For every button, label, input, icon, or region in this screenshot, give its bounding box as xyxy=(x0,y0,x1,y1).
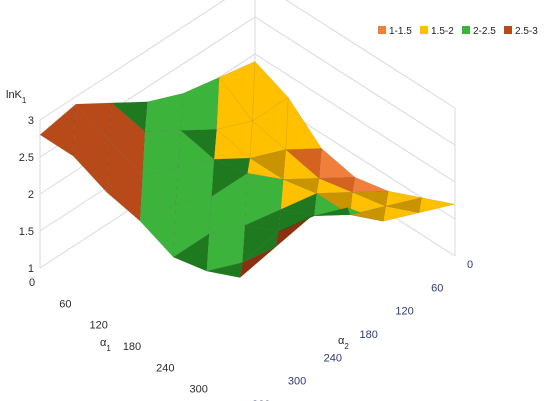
surface-facet xyxy=(239,246,276,279)
legend-label: 1-1.5 xyxy=(389,26,412,37)
legend-label: 2.5-3 xyxy=(515,26,538,37)
alpha2-tick-label: 360 xyxy=(252,399,270,401)
surface-facet xyxy=(352,190,389,207)
surface-facet xyxy=(218,61,256,122)
alpha1-axis-title: α1 xyxy=(100,337,111,353)
surface-facet xyxy=(108,102,146,141)
surface-facet xyxy=(144,101,182,132)
z-tick-label: 1 xyxy=(28,263,34,275)
alpha2-tick-label: 60 xyxy=(431,282,443,294)
surface-facet xyxy=(352,176,389,193)
alpha1-tick-label: 240 xyxy=(156,362,174,374)
surface-facet xyxy=(249,149,287,180)
z-gridline xyxy=(39,0,456,121)
alpha1-tick-label: 300 xyxy=(189,384,207,396)
legend-swatch xyxy=(378,26,386,34)
surface-facet xyxy=(418,197,456,214)
alpha2-tick-label: 180 xyxy=(360,329,378,341)
z-axis-title: lnK1 xyxy=(6,89,27,105)
surface-facet xyxy=(383,205,420,222)
surface-mesh xyxy=(39,60,456,279)
alpha1-tick-label: 0 xyxy=(29,277,35,289)
chart-legend: 1-1.5 1.5-2 2-2.5 2.5-3 xyxy=(378,26,538,37)
surface-facet xyxy=(106,139,143,193)
alpha2-tick-label: 0 xyxy=(467,259,473,271)
alpha1-tick-label: 60 xyxy=(59,298,71,310)
surface-facet xyxy=(39,103,77,157)
alpha1-tick-label: 180 xyxy=(123,341,141,353)
surface-facet xyxy=(142,131,179,177)
surface-facet xyxy=(177,158,215,198)
surface-facet xyxy=(318,147,356,179)
z-tick-label: 1.5 xyxy=(19,226,34,238)
alpha2-axis-title: α2 xyxy=(338,335,349,351)
z-tick-label: 2.5 xyxy=(19,152,34,164)
alpha2-tick-label: 300 xyxy=(288,376,306,388)
legend-label: 2-2.5 xyxy=(473,26,496,37)
surface-facet xyxy=(139,175,177,222)
surface-facet xyxy=(206,262,243,278)
legend-label: 1.5-2 xyxy=(431,26,454,37)
legend-swatch xyxy=(504,26,512,34)
surface-facet xyxy=(252,97,289,151)
surface-facet xyxy=(106,175,143,222)
z-tick-label: 2 xyxy=(28,189,34,201)
alpha1-tick-label: 120 xyxy=(89,320,107,332)
legend-swatch xyxy=(420,26,428,34)
alpha2-tick-label: 120 xyxy=(395,306,413,318)
legend-swatch xyxy=(462,26,470,34)
z-tick-label: 3 xyxy=(28,115,34,127)
surface-facet xyxy=(285,96,323,150)
alpha2-tick-label: 240 xyxy=(324,352,342,364)
surface-facet xyxy=(214,157,251,174)
